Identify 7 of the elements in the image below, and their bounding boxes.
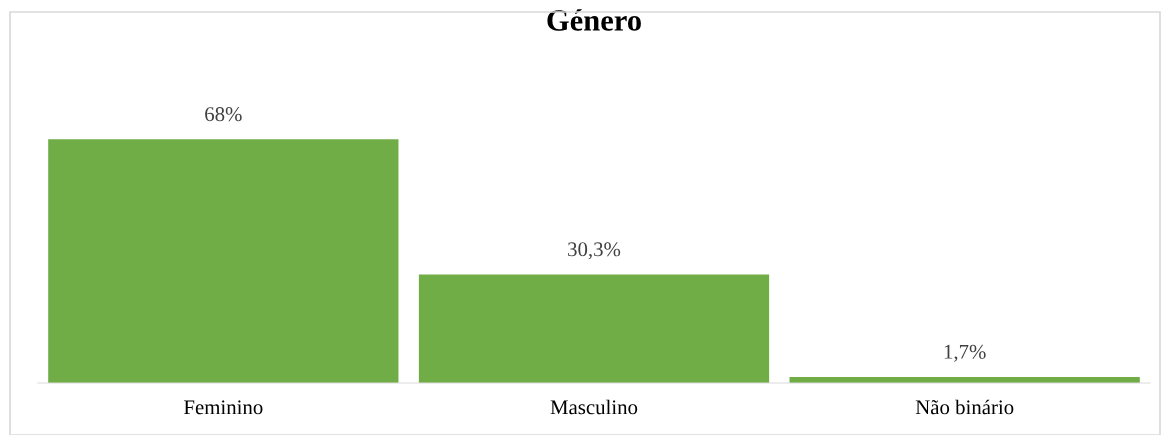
data-label: 68%	[205, 107, 242, 122]
data-label: 30,3%	[568, 242, 621, 260]
data-label: 1,7%	[944, 344, 986, 362]
chart-title: Género	[547, 9, 641, 31]
x-tick-label: Masculino	[550, 399, 638, 415]
x-tick-label: Feminino	[184, 400, 263, 415]
x-tick-label: Não binário	[915, 399, 1014, 415]
